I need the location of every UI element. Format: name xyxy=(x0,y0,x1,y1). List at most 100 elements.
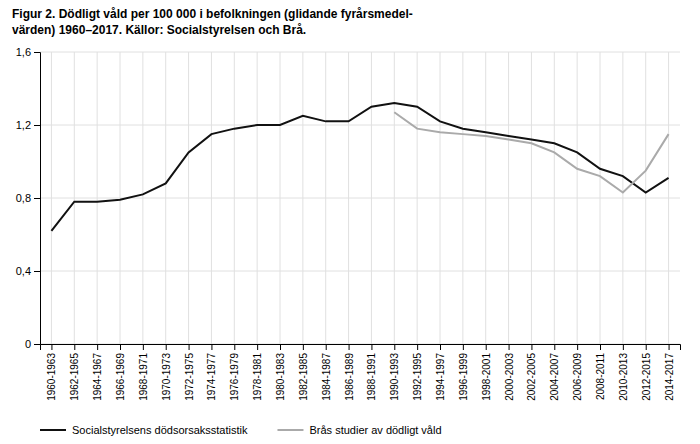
tick-mark xyxy=(34,271,40,272)
plot: 0 0,4 0,8 1,2 1,6 1960-1963 1962-1965 1964-1967… xyxy=(16,46,681,401)
tick: 2010-2013 xyxy=(618,344,629,401)
tick: 2002-2005 xyxy=(526,344,537,401)
tick-label: 1980-1983 xyxy=(275,353,286,401)
tick-mark xyxy=(51,344,52,350)
tick-mark xyxy=(120,344,121,350)
grid-line xyxy=(40,52,680,53)
title: Figur 2. Dödligt våld per 100 000 i befo… xyxy=(12,7,413,21)
tick-mark xyxy=(417,344,418,350)
tick-mark xyxy=(577,344,578,350)
grid-line xyxy=(234,52,235,344)
tick-label: 1962-1965 xyxy=(69,353,80,401)
tick: 1986-1989 xyxy=(344,344,355,401)
tick-mark xyxy=(34,125,40,126)
tick-mark xyxy=(623,344,624,350)
tick-mark xyxy=(189,344,190,350)
tick-label: 1996-1999 xyxy=(458,353,469,401)
tick-label: 1976-1979 xyxy=(229,353,240,401)
tick: 1974-1977 xyxy=(206,344,217,401)
tick-mark xyxy=(394,344,395,350)
tick-mark xyxy=(234,344,235,350)
title: värden) 1960–2017. Källor: Socialstyrels… xyxy=(12,23,306,37)
tick-mark xyxy=(34,52,40,53)
tick: 0 xyxy=(25,338,40,350)
chart: Figur 2. Dödligt våld per 100 000 i befo… xyxy=(0,0,700,444)
grid-line xyxy=(440,52,441,344)
tick: 1994-1997 xyxy=(435,344,446,401)
tick-mark xyxy=(440,344,441,350)
tick-mark xyxy=(303,344,304,350)
grid-line xyxy=(97,52,98,344)
tick-mark xyxy=(34,344,40,345)
tick-label: 1,2 xyxy=(16,119,31,131)
tick-label: 2010-2013 xyxy=(618,353,629,401)
grid-line xyxy=(142,52,143,344)
legend-label: Socialstyrelsens dödsorsaksstatistik xyxy=(72,424,248,436)
tick-mark xyxy=(349,344,350,350)
tick: 1998-2001 xyxy=(481,344,492,401)
tick-label: 2002-2005 xyxy=(526,353,537,401)
tick-label: 1984-1987 xyxy=(321,353,332,401)
grid-line xyxy=(302,52,303,344)
grid-line xyxy=(485,52,486,344)
tick-mark xyxy=(531,344,532,350)
tick-mark xyxy=(166,344,167,350)
title-group: Figur 2. Dödligt våld per 100 000 i befo… xyxy=(12,7,413,37)
legend: Socialstyrelsens dödsorsaksstatistik Brås… xyxy=(40,424,442,436)
tick: 1968-1971 xyxy=(138,344,149,401)
tick-label: 0 xyxy=(25,338,31,350)
tick: 2012-2015 xyxy=(641,344,652,401)
grid-line xyxy=(188,52,189,344)
lines xyxy=(51,103,668,231)
grid-line xyxy=(257,52,258,344)
tick-mark xyxy=(554,344,555,350)
tick-mark xyxy=(509,344,510,350)
y-axis: 0 0,4 0,8 1,2 1,6 xyxy=(16,46,41,350)
tick-label: 1974-1977 xyxy=(206,353,217,401)
grid-line xyxy=(531,52,532,344)
legend-swatch xyxy=(40,429,66,431)
grid-line xyxy=(348,52,349,344)
grid-line xyxy=(211,52,212,344)
tick-label: 1978-1981 xyxy=(252,353,263,401)
tick: 1982-1985 xyxy=(298,344,309,401)
tick: 1972-1975 xyxy=(184,344,195,401)
line xyxy=(394,112,668,192)
grid-line xyxy=(600,52,601,344)
tick-mark xyxy=(646,344,647,350)
grid-line xyxy=(51,52,52,344)
grid-line xyxy=(394,52,395,344)
grid-line xyxy=(74,52,75,344)
tick-label: 1,6 xyxy=(16,46,31,58)
tick: 2004-2007 xyxy=(549,344,560,401)
tick: 1976-1979 xyxy=(229,344,240,401)
tick-label: 1998-2001 xyxy=(481,353,492,401)
tick-label: 1992-1995 xyxy=(412,353,423,401)
grid-line xyxy=(508,52,509,344)
tick: 0,4 xyxy=(16,265,40,277)
tick: 1970-1973 xyxy=(161,344,172,401)
legend-item: Socialstyrelsens dödsorsaksstatistik xyxy=(40,424,248,436)
grid-line xyxy=(622,52,623,344)
tick: 1,6 xyxy=(16,46,40,58)
tick-label: 1966-1969 xyxy=(115,353,126,401)
tick-mark xyxy=(326,344,327,350)
grid-line xyxy=(40,271,680,272)
tick-label: 2000-2003 xyxy=(504,353,515,401)
tick-label: 0,8 xyxy=(16,192,31,204)
axis-line xyxy=(41,345,681,351)
tick-mark xyxy=(211,344,212,350)
grid-line xyxy=(40,125,680,126)
tick-label: 2006-2009 xyxy=(572,353,583,401)
tick-label: 1988-1991 xyxy=(366,353,377,401)
tick: 1990-1993 xyxy=(389,344,400,401)
grid-line xyxy=(645,52,646,344)
legend-label: Brås studier av dödligt våld xyxy=(309,424,441,436)
tick: 1960-1963 xyxy=(46,344,57,401)
tick-mark xyxy=(97,344,98,350)
tick-label: 1964-1967 xyxy=(92,353,103,401)
tick-label: 1968-1971 xyxy=(138,353,149,401)
line xyxy=(51,103,668,231)
grid-line xyxy=(554,52,555,344)
tick-label: 1970-1973 xyxy=(161,353,172,401)
